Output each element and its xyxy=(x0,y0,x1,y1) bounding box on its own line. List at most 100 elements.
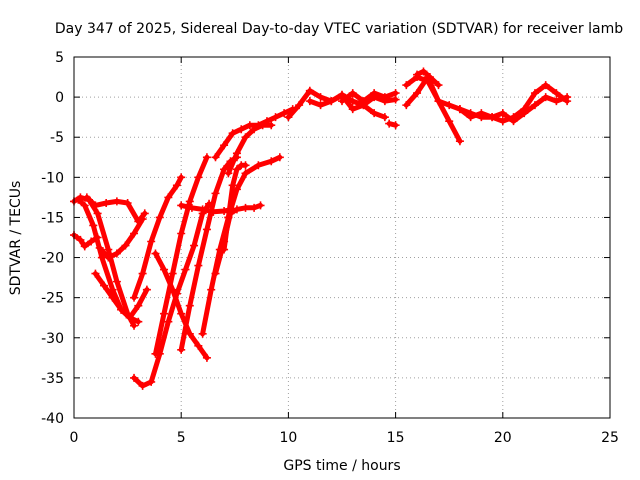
data-point xyxy=(250,203,259,212)
data-point xyxy=(466,113,475,122)
series-arc-7 xyxy=(130,199,214,390)
data-point xyxy=(228,181,237,190)
series-arc-25 xyxy=(455,93,572,126)
data-point xyxy=(316,101,325,110)
data-point xyxy=(211,189,220,198)
data-point xyxy=(93,209,102,218)
y-tick-label: -20 xyxy=(41,251,64,267)
data-point xyxy=(498,109,507,118)
plot-frame xyxy=(73,56,611,419)
data-point xyxy=(267,121,276,130)
data-point xyxy=(402,101,411,110)
data-point xyxy=(254,161,263,170)
data-point xyxy=(130,293,139,302)
data-point xyxy=(220,165,229,174)
data-point xyxy=(125,313,134,322)
data-point xyxy=(445,101,454,110)
data-point xyxy=(74,195,83,204)
data-point xyxy=(185,329,194,338)
data-point xyxy=(102,199,111,208)
data-point xyxy=(241,169,250,178)
axis-ticks: 0 5 10 15 20 25 5 0 -5 -10 -15 -20 -25 -30 -35 -40 xyxy=(41,50,619,446)
series-arc-13 xyxy=(198,153,284,338)
data-point xyxy=(185,301,194,310)
data-point xyxy=(455,105,464,114)
data-point xyxy=(280,109,289,118)
data-point xyxy=(155,213,164,222)
data-point xyxy=(211,153,220,162)
data-point xyxy=(275,153,284,162)
data-point xyxy=(112,277,121,286)
data-point xyxy=(117,305,126,314)
data-point xyxy=(305,86,314,95)
data-point xyxy=(207,285,216,294)
data-point xyxy=(241,203,250,212)
data-point xyxy=(419,67,428,76)
data-point xyxy=(224,213,233,222)
data-point xyxy=(348,105,357,114)
data-point xyxy=(91,201,100,210)
data-point xyxy=(194,173,203,182)
data-point xyxy=(530,101,539,110)
series-arc-24 xyxy=(413,67,443,90)
series-line xyxy=(131,201,212,389)
data-point xyxy=(254,121,263,130)
data-point xyxy=(552,97,561,106)
data-point xyxy=(160,309,169,318)
data-point xyxy=(220,141,229,150)
data-point xyxy=(327,97,336,106)
data-point xyxy=(413,89,422,98)
data-point xyxy=(232,205,241,214)
data-point xyxy=(80,201,89,210)
y-tick-label: -10 xyxy=(41,170,64,186)
data-point xyxy=(284,113,293,122)
x-tick-label: 15 xyxy=(387,430,405,446)
series-line xyxy=(200,154,283,337)
data-point xyxy=(89,221,98,230)
data-point xyxy=(256,201,265,210)
data-point xyxy=(91,269,100,278)
data-point xyxy=(134,317,143,326)
data-point xyxy=(82,193,91,202)
data-point xyxy=(177,229,186,238)
series-line xyxy=(131,174,184,301)
data-point xyxy=(359,97,368,106)
series-arc-5 xyxy=(91,269,151,322)
data-point xyxy=(563,93,572,102)
data-point xyxy=(181,265,190,274)
series-line xyxy=(213,106,296,160)
y-tick-label: -15 xyxy=(41,210,64,226)
series-line xyxy=(414,68,441,88)
data-point xyxy=(112,197,121,206)
series-arc-21 xyxy=(385,119,400,130)
data-point xyxy=(228,129,237,138)
y-tick-label: -5 xyxy=(50,130,64,146)
x-tick-label: 10 xyxy=(279,430,297,446)
y-tick-label: -35 xyxy=(41,371,64,387)
data-point xyxy=(177,345,186,354)
data-point xyxy=(348,89,357,98)
data-point xyxy=(316,93,325,102)
data-point xyxy=(380,93,389,102)
data-point xyxy=(130,373,139,382)
data-point xyxy=(160,265,169,274)
y-tick-label: 0 xyxy=(55,90,64,106)
series-arc-9 xyxy=(151,249,211,362)
data-point xyxy=(164,317,173,326)
data-point xyxy=(100,281,109,290)
data-point xyxy=(121,241,130,250)
data-point xyxy=(168,269,177,278)
y-tick-label: 5 xyxy=(55,50,64,66)
data-point xyxy=(80,242,89,251)
data-point xyxy=(140,209,149,218)
data-point xyxy=(177,173,186,182)
data-point xyxy=(172,181,181,190)
data-point xyxy=(348,97,357,106)
x-tick-label: 5 xyxy=(177,430,186,446)
data-point xyxy=(295,101,304,110)
data-point xyxy=(187,203,196,212)
data-point xyxy=(112,249,121,258)
data-point xyxy=(147,377,156,386)
data-point xyxy=(241,161,250,170)
data-point xyxy=(147,237,156,246)
